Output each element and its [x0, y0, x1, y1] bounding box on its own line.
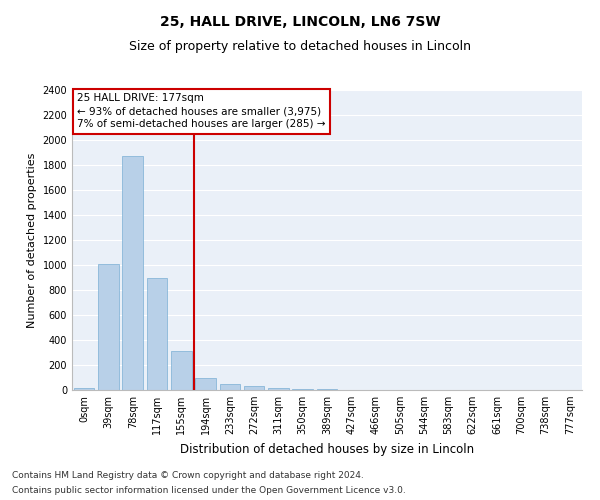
- Text: Contains HM Land Registry data © Crown copyright and database right 2024.: Contains HM Land Registry data © Crown c…: [12, 471, 364, 480]
- Bar: [244, 386, 265, 390]
- Bar: [292, 389, 313, 390]
- Text: 25 HALL DRIVE: 177sqm
← 93% of detached houses are smaller (3,975)
7% of semi-de: 25 HALL DRIVE: 177sqm ← 93% of detached …: [77, 93, 326, 130]
- X-axis label: Distribution of detached houses by size in Lincoln: Distribution of detached houses by size …: [180, 442, 474, 456]
- Text: Contains public sector information licensed under the Open Government Licence v3: Contains public sector information licen…: [12, 486, 406, 495]
- Text: 25, HALL DRIVE, LINCOLN, LN6 7SW: 25, HALL DRIVE, LINCOLN, LN6 7SW: [160, 15, 440, 29]
- Bar: [268, 388, 289, 390]
- Bar: [146, 278, 167, 390]
- Text: Size of property relative to detached houses in Lincoln: Size of property relative to detached ho…: [129, 40, 471, 53]
- Bar: [220, 384, 240, 390]
- Bar: [98, 264, 119, 390]
- Bar: [171, 351, 191, 390]
- Bar: [122, 156, 143, 390]
- Bar: [74, 388, 94, 390]
- Y-axis label: Number of detached properties: Number of detached properties: [27, 152, 37, 328]
- Bar: [195, 378, 216, 390]
